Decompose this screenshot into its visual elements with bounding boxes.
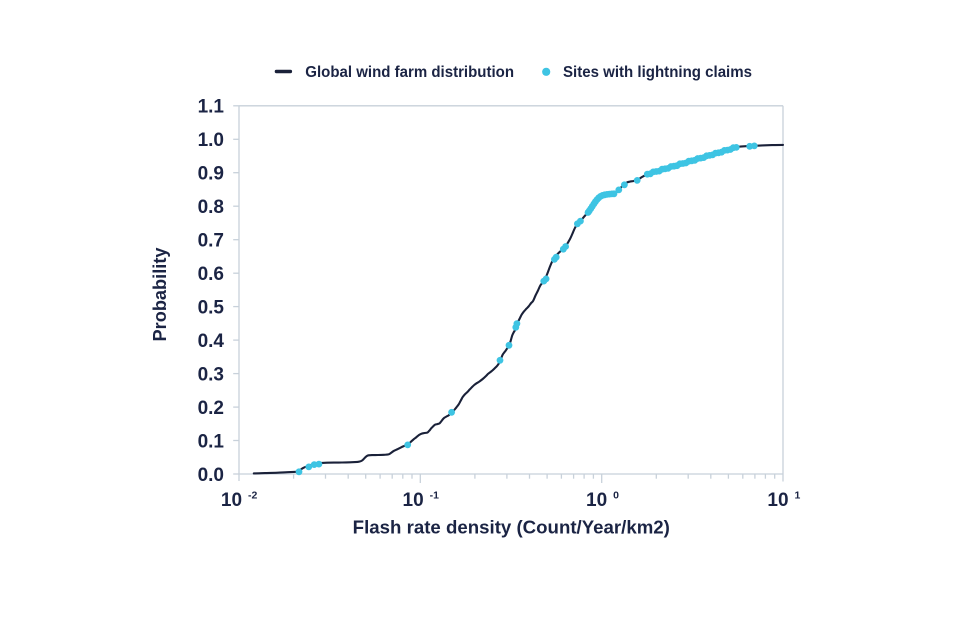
svg-text:Probability: Probability	[150, 248, 170, 342]
svg-text:0.8: 0.8	[198, 197, 224, 218]
svg-text:0.9: 0.9	[198, 164, 224, 185]
svg-text:0.1: 0.1	[198, 431, 225, 452]
svg-text:0.3: 0.3	[198, 364, 224, 385]
svg-text:Global wind farm distribution: Global wind farm distribution	[305, 64, 514, 81]
svg-text:0.5: 0.5	[198, 297, 225, 318]
svg-text:0.6: 0.6	[198, 264, 224, 285]
svg-text:Flash rate density (Count/Year: Flash rate density (Count/Year/km2)	[353, 518, 670, 538]
svg-text:0.2: 0.2	[198, 398, 224, 419]
svg-text:0.7: 0.7	[198, 231, 224, 252]
svg-text:0.0: 0.0	[198, 465, 224, 486]
svg-text:1.0: 1.0	[198, 130, 224, 151]
svg-text:Sites with lightning claims: Sites with lightning claims	[563, 64, 752, 81]
svg-text:0.4: 0.4	[198, 331, 225, 352]
svg-text:1.1: 1.1	[198, 97, 225, 118]
